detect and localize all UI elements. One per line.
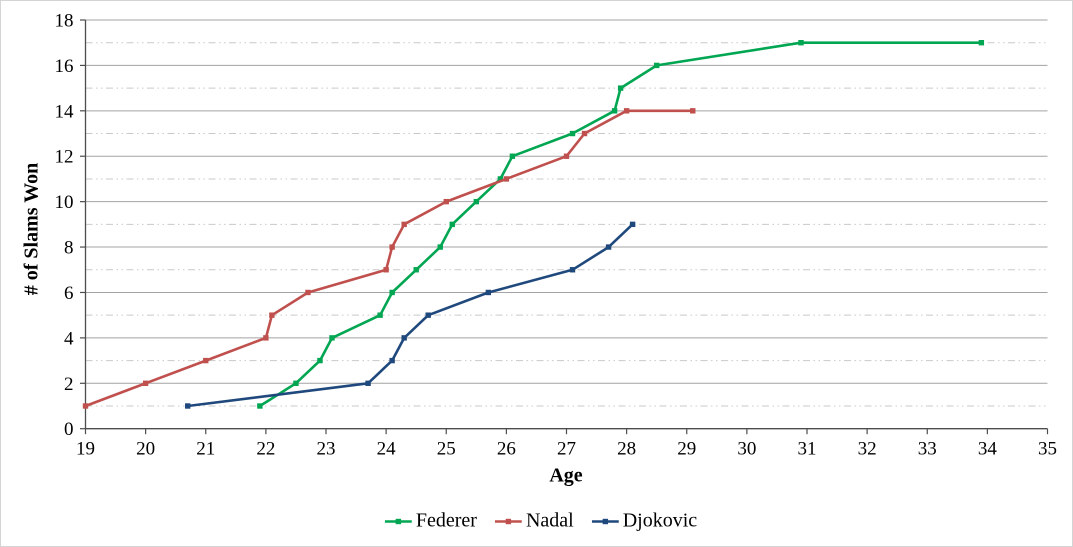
legend-line-marker-icon — [591, 518, 619, 524]
data-point-djokovic — [401, 335, 407, 341]
legend-line-marker-icon — [384, 518, 412, 524]
data-point-federer — [293, 380, 299, 386]
data-point-nadal — [82, 403, 89, 409]
data-point-nadal — [443, 198, 449, 205]
data-point-federer — [437, 244, 443, 250]
data-point-federer — [617, 85, 624, 91]
data-point-nadal — [581, 130, 588, 137]
y-tick-label: 6 — [64, 283, 74, 304]
x-tick-label: 32 — [858, 439, 877, 460]
x-tick-label: 20 — [136, 439, 155, 460]
data-point-djokovic — [485, 289, 492, 296]
x-tick-label: 33 — [918, 439, 937, 460]
data-point-federer — [497, 176, 504, 182]
legend-item-nadal: Nadal — [494, 509, 574, 533]
x-tick-label: 35 — [1038, 439, 1057, 460]
data-point-djokovic — [605, 244, 612, 250]
data-point-federer — [377, 312, 383, 318]
data-point-nadal — [269, 312, 275, 318]
y-tick-label: 18 — [55, 11, 74, 32]
data-point-nadal — [305, 289, 311, 296]
x-tick-label: 26 — [497, 439, 516, 460]
x-tick-label: 30 — [737, 439, 756, 460]
data-point-federer — [509, 153, 516, 159]
legend-label: Djokovic — [622, 509, 698, 532]
legend-line-marker-icon — [494, 518, 522, 524]
legend-item-djokovic: Djokovic — [591, 509, 698, 533]
data-point-nadal — [203, 357, 209, 364]
data-point-djokovic — [365, 380, 371, 386]
x-tick-label: 23 — [317, 439, 336, 460]
data-point-nadal — [263, 335, 269, 341]
data-point-nadal — [389, 244, 395, 250]
x-tick-label: 25 — [437, 439, 456, 460]
legend-label: Nadal — [525, 509, 574, 532]
y-tick-label: 0 — [64, 419, 74, 440]
data-point-federer — [257, 403, 263, 409]
x-tick-label: 19 — [76, 439, 95, 460]
data-point-federer — [978, 40, 985, 46]
legend-item-federer: Federer — [384, 509, 477, 533]
y-tick-label: 4 — [64, 328, 74, 349]
series-line-federer — [258, 41, 983, 408]
data-point-nadal — [503, 176, 510, 182]
data-point-djokovic — [185, 403, 191, 409]
x-tick-label: 28 — [617, 439, 636, 460]
y-tick-label: 2 — [64, 374, 74, 395]
legend-label: Federer — [415, 509, 477, 532]
data-point-federer — [569, 130, 576, 137]
data-point-federer — [449, 221, 455, 228]
data-point-federer — [473, 198, 480, 205]
y-tick-label: 16 — [55, 56, 74, 77]
data-point-federer — [317, 357, 323, 364]
y-tick-label: 8 — [64, 238, 74, 259]
data-point-djokovic — [569, 267, 576, 273]
x-axis-title: Age — [549, 464, 583, 487]
y-tick-label: 14 — [55, 101, 75, 122]
x-tick-label: 29 — [677, 439, 696, 460]
data-point-djokovic — [425, 312, 431, 318]
data-point-federer — [653, 62, 660, 69]
x-tick-label: 34 — [978, 439, 998, 460]
x-tick-label: 31 — [798, 439, 817, 460]
x-tick-label: 22 — [256, 439, 275, 460]
y-axis-title: # of Slams Won — [20, 162, 43, 296]
y-tick-label: 10 — [55, 192, 74, 213]
x-tick-label: 24 — [377, 439, 397, 460]
data-point-federer — [611, 108, 618, 114]
data-point-nadal — [383, 267, 389, 273]
data-point-djokovic — [629, 221, 636, 228]
data-point-federer — [798, 40, 804, 46]
data-point-federer — [413, 267, 419, 273]
data-point-djokovic — [389, 357, 395, 364]
data-point-nadal — [563, 153, 570, 159]
y-tick-label: 12 — [55, 147, 74, 168]
legend: Federer Nadal Djokovic — [384, 509, 698, 533]
x-tick-label: 27 — [557, 439, 576, 460]
data-point-nadal — [401, 221, 407, 228]
data-point-nadal — [623, 108, 630, 114]
data-point-federer — [389, 289, 395, 296]
data-point-federer — [329, 335, 335, 341]
x-tick-label: 21 — [196, 439, 215, 460]
data-point-nadal — [142, 380, 149, 386]
data-point-nadal — [690, 108, 696, 114]
